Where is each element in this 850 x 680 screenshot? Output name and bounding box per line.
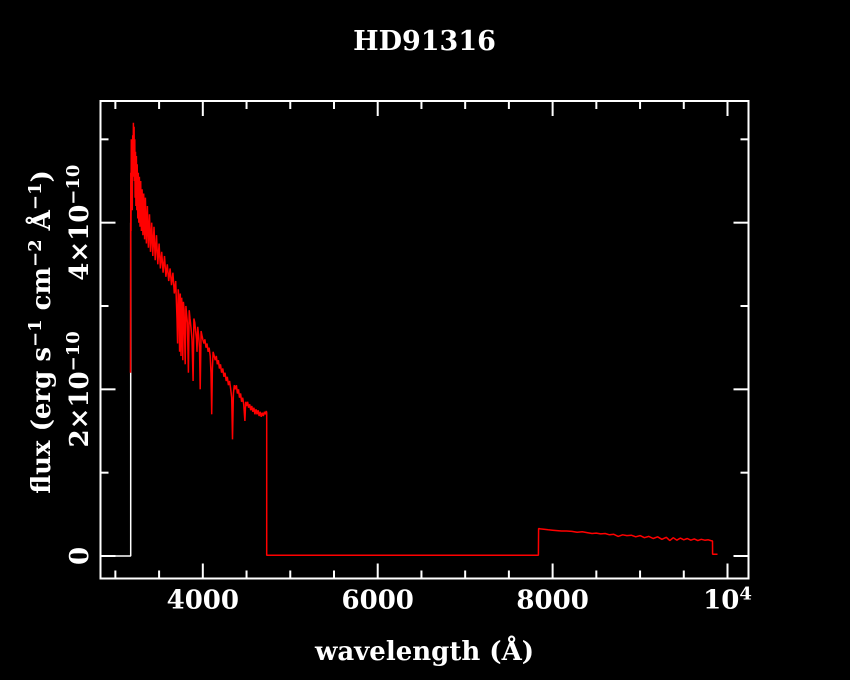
x-tick-label: 6000 — [342, 586, 414, 616]
plot-frame-box — [99, 100, 750, 580]
axis-tick-labels: 4000 6000 8000 104 0 2×10−10 4×10−10 — [63, 165, 752, 616]
x-tick-label: 104 — [703, 584, 752, 616]
x-axis-label: wavelength (Å) — [314, 636, 534, 667]
x-tick-label: 8000 — [516, 586, 588, 616]
y-axis-label: flux (erg s−1 cm−2 Å−1) — [25, 170, 57, 494]
axis-ticks — [101, 102, 748, 578]
chart-title: HD91316 — [353, 26, 496, 57]
plot-frame — [99, 100, 750, 580]
y-tick-label: 0 — [65, 547, 95, 565]
y-tick-label: 2×10−10 — [63, 331, 95, 447]
y-tick-label: 4×10−10 — [63, 165, 95, 281]
spectrum-series — [100, 122, 718, 557]
spectrum-hd91316 — [129, 122, 718, 556]
x-tick-label: 4000 — [167, 586, 239, 616]
